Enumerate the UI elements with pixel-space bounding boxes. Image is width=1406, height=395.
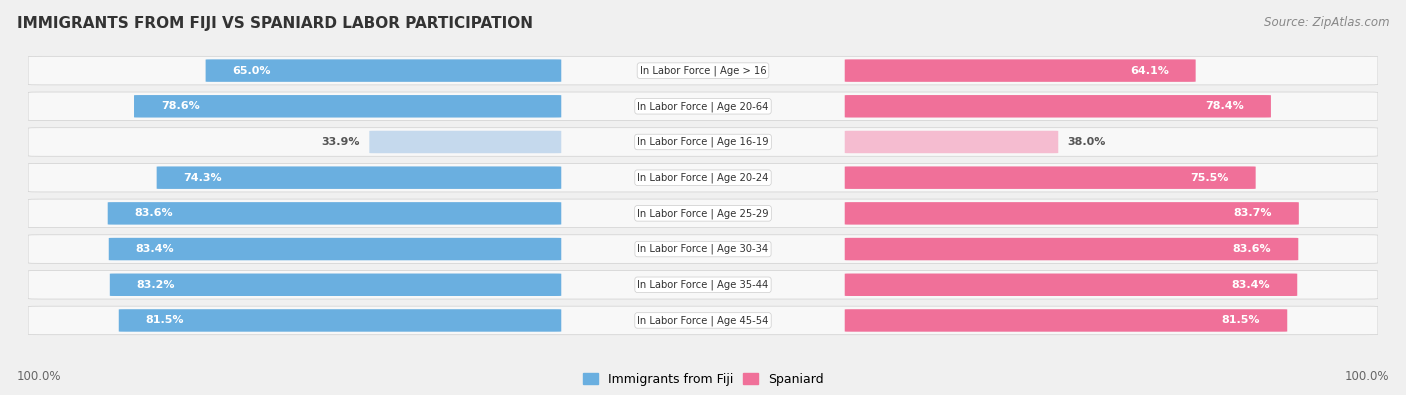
Text: 75.5%: 75.5% xyxy=(1191,173,1229,182)
Text: 78.6%: 78.6% xyxy=(162,101,200,111)
Text: 33.9%: 33.9% xyxy=(322,137,360,147)
FancyBboxPatch shape xyxy=(28,56,1378,85)
FancyBboxPatch shape xyxy=(845,166,1256,189)
Text: In Labor Force | Age 20-24: In Labor Force | Age 20-24 xyxy=(637,173,769,183)
Text: 81.5%: 81.5% xyxy=(146,316,184,325)
FancyBboxPatch shape xyxy=(845,59,1195,82)
FancyBboxPatch shape xyxy=(28,128,1378,156)
Legend: Immigrants from Fiji, Spaniard: Immigrants from Fiji, Spaniard xyxy=(578,368,828,391)
FancyBboxPatch shape xyxy=(370,131,561,153)
Text: In Labor Force | Age 20-64: In Labor Force | Age 20-64 xyxy=(637,101,769,111)
Text: 100.0%: 100.0% xyxy=(1344,370,1389,383)
Text: 83.2%: 83.2% xyxy=(136,280,176,290)
Text: 100.0%: 100.0% xyxy=(17,370,62,383)
Text: 83.6%: 83.6% xyxy=(135,209,173,218)
FancyBboxPatch shape xyxy=(28,92,1378,120)
FancyBboxPatch shape xyxy=(108,238,561,260)
Text: 78.4%: 78.4% xyxy=(1205,101,1244,111)
Text: 65.0%: 65.0% xyxy=(232,66,271,75)
FancyBboxPatch shape xyxy=(28,271,1378,299)
FancyBboxPatch shape xyxy=(134,95,561,118)
FancyBboxPatch shape xyxy=(110,273,561,296)
Text: 83.4%: 83.4% xyxy=(136,244,174,254)
FancyBboxPatch shape xyxy=(845,273,1298,296)
Text: 83.7%: 83.7% xyxy=(1233,209,1272,218)
Text: In Labor Force | Age 45-54: In Labor Force | Age 45-54 xyxy=(637,315,769,326)
Text: IMMIGRANTS FROM FIJI VS SPANIARD LABOR PARTICIPATION: IMMIGRANTS FROM FIJI VS SPANIARD LABOR P… xyxy=(17,16,533,31)
FancyBboxPatch shape xyxy=(845,238,1298,260)
Text: In Labor Force | Age 25-29: In Labor Force | Age 25-29 xyxy=(637,208,769,218)
Text: In Labor Force | Age 30-34: In Labor Force | Age 30-34 xyxy=(637,244,769,254)
FancyBboxPatch shape xyxy=(845,131,1059,153)
FancyBboxPatch shape xyxy=(156,166,561,189)
FancyBboxPatch shape xyxy=(28,235,1378,263)
FancyBboxPatch shape xyxy=(28,199,1378,228)
Text: 74.3%: 74.3% xyxy=(184,173,222,182)
Text: In Labor Force | Age > 16: In Labor Force | Age > 16 xyxy=(640,65,766,76)
FancyBboxPatch shape xyxy=(118,309,561,332)
Text: In Labor Force | Age 35-44: In Labor Force | Age 35-44 xyxy=(637,280,769,290)
FancyBboxPatch shape xyxy=(28,164,1378,192)
Text: 64.1%: 64.1% xyxy=(1130,66,1168,75)
FancyBboxPatch shape xyxy=(28,306,1378,335)
Text: 83.4%: 83.4% xyxy=(1232,280,1270,290)
FancyBboxPatch shape xyxy=(845,95,1271,118)
Text: Source: ZipAtlas.com: Source: ZipAtlas.com xyxy=(1264,16,1389,29)
FancyBboxPatch shape xyxy=(845,202,1299,225)
FancyBboxPatch shape xyxy=(108,202,561,225)
Text: 38.0%: 38.0% xyxy=(1067,137,1107,147)
FancyBboxPatch shape xyxy=(845,309,1288,332)
FancyBboxPatch shape xyxy=(205,59,561,82)
Text: 81.5%: 81.5% xyxy=(1222,316,1260,325)
Text: 83.6%: 83.6% xyxy=(1233,244,1271,254)
Text: In Labor Force | Age 16-19: In Labor Force | Age 16-19 xyxy=(637,137,769,147)
